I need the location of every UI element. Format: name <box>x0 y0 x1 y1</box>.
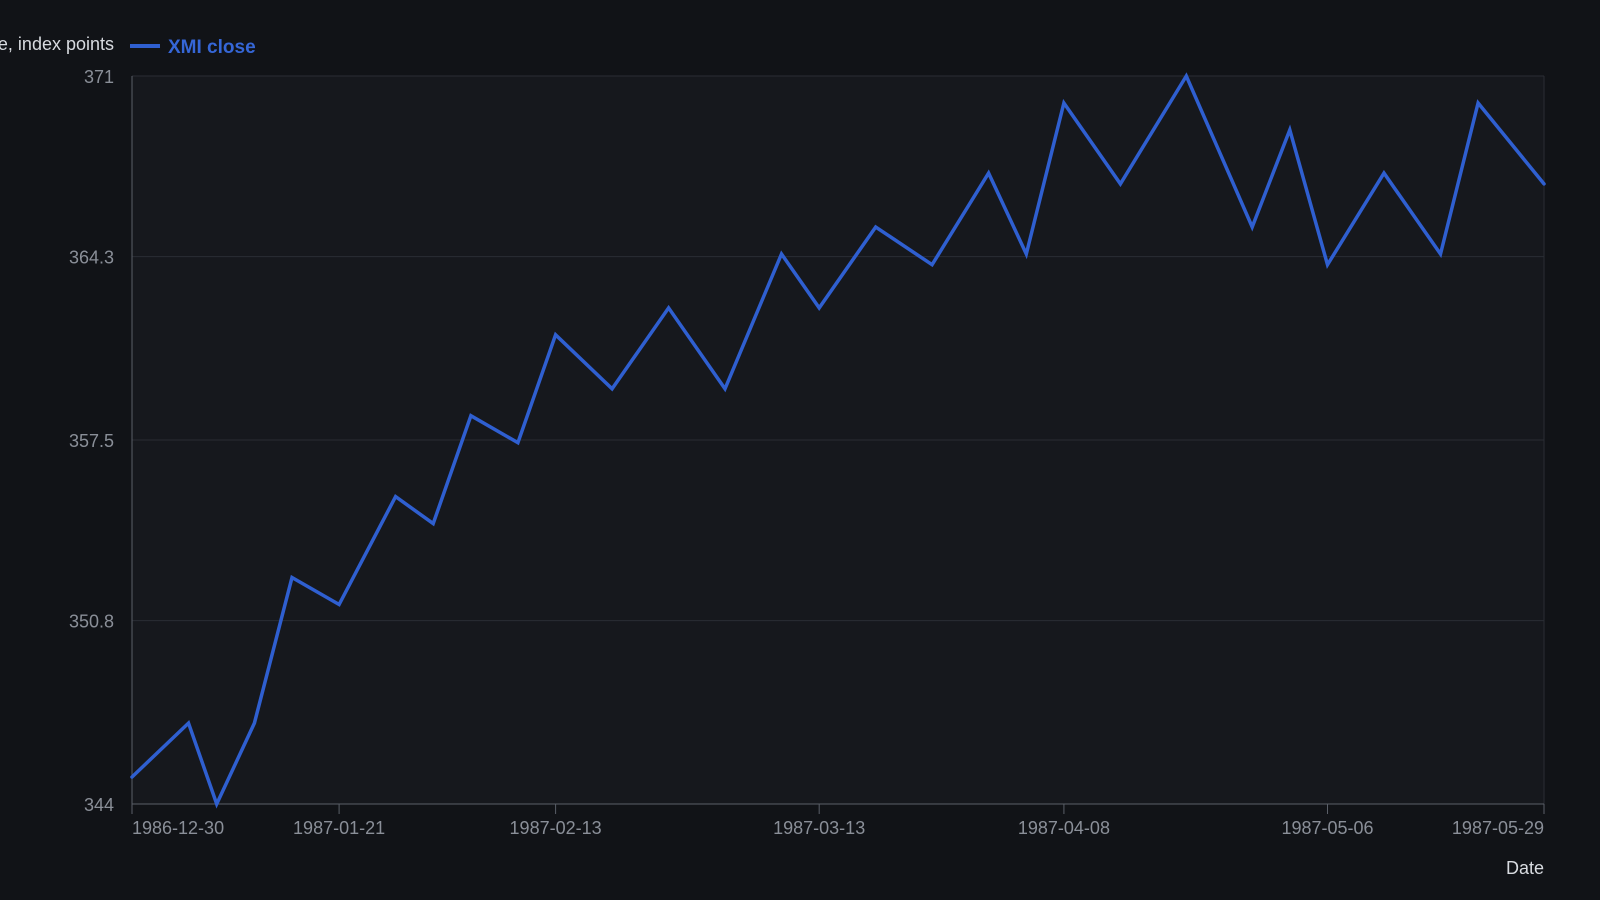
x-tick-label: 1987-04-08 <box>1018 818 1110 838</box>
x-tick-label: 1987-02-13 <box>510 818 602 838</box>
x-tick-label: 1987-01-21 <box>293 818 385 838</box>
y-tick-label: 344 <box>84 795 114 815</box>
y-axis-title: Close, index points <box>0 34 114 54</box>
x-tick-label: 1986-12-30 <box>132 818 224 838</box>
axes <box>131 76 1545 814</box>
y-tick-label: 371 <box>84 67 114 87</box>
y-tick-label: 364.3 <box>69 248 114 268</box>
y-tick-label: 357.5 <box>69 431 114 451</box>
legend-label: XMI close <box>168 37 256 58</box>
x-tick-label: 1987-05-06 <box>1281 818 1373 838</box>
x-tick-label: 1987-05-29 <box>1452 818 1544 838</box>
x-axis-title: Date <box>1506 858 1544 878</box>
x-tick-label: 1987-03-13 <box>773 818 865 838</box>
legend: XMI close <box>130 37 256 58</box>
y-tick-label: 350.8 <box>69 612 114 632</box>
series-line <box>130 72 1546 809</box>
tick-labels: 344 350.8 357.5 364.3 371 1986-12-30 1987-01-2… <box>69 67 1544 838</box>
series-layer <box>130 72 1546 809</box>
